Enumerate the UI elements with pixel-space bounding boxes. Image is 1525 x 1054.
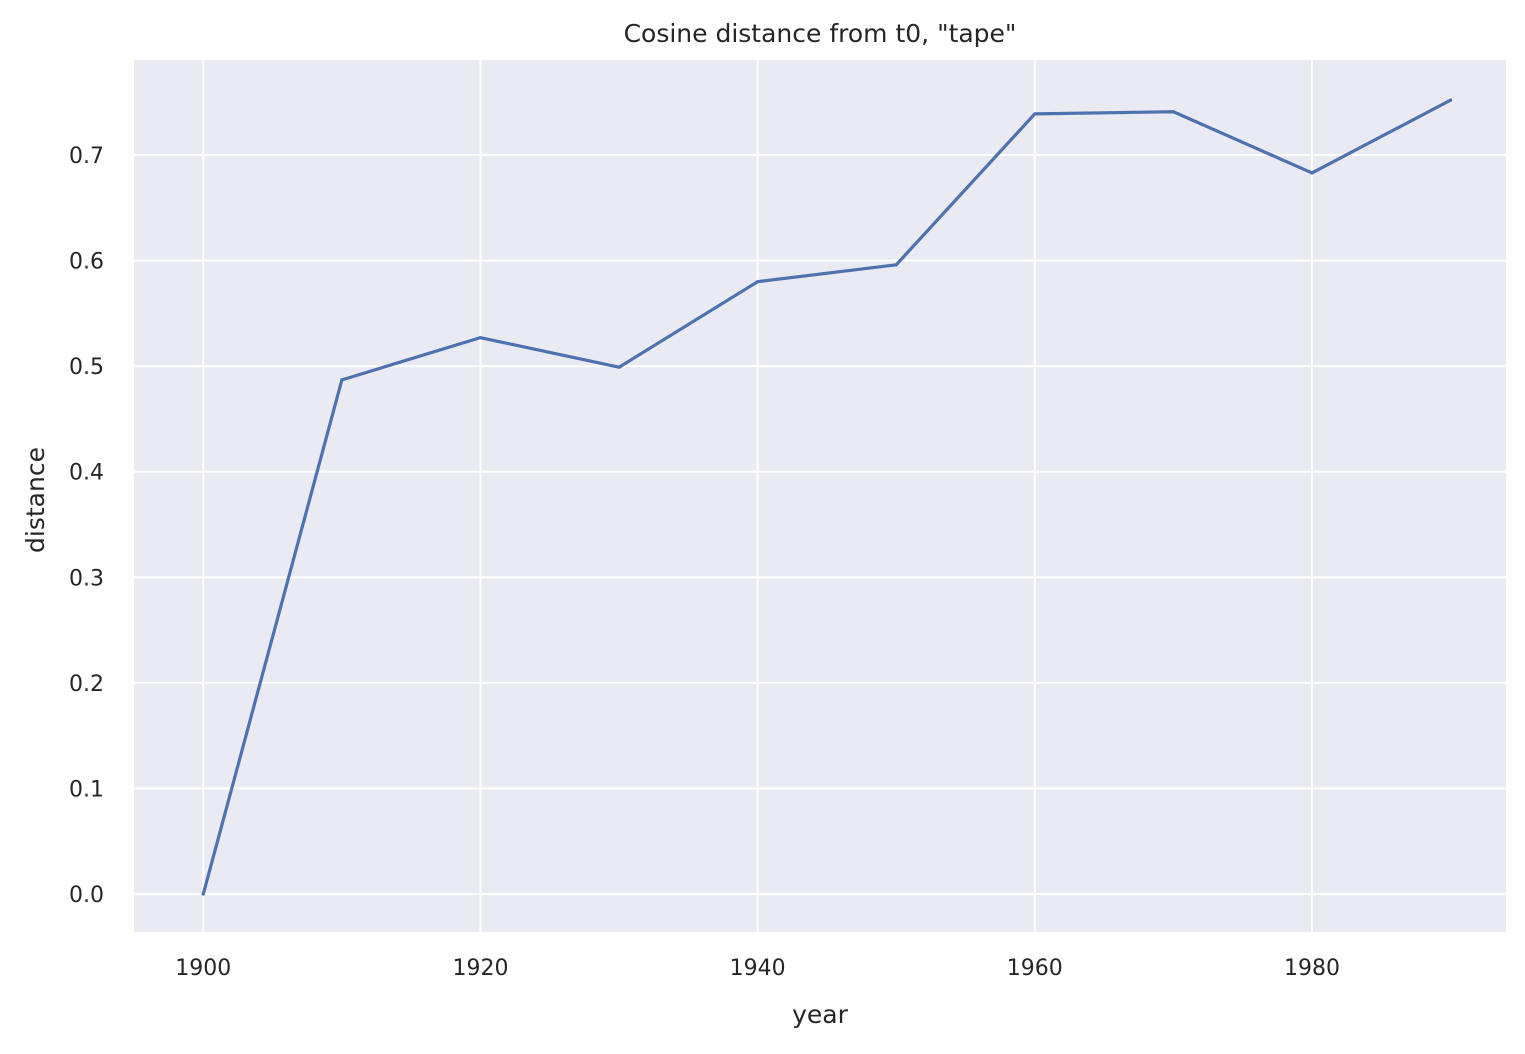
- data-point: [617, 365, 621, 369]
- y-tick-label: 0.6: [69, 250, 104, 275]
- x-tick-label: 1920: [452, 956, 508, 981]
- data-point: [1310, 171, 1314, 175]
- data-point: [478, 336, 483, 340]
- data-point: [1171, 110, 1175, 114]
- y-axis-label: distance: [21, 447, 50, 553]
- series-line: [201, 98, 1453, 896]
- x-axis-label: year: [792, 1000, 848, 1029]
- y-tick-label: 0.1: [69, 777, 104, 802]
- x-tick-label: 1980: [1284, 956, 1340, 981]
- x-tick-label: 1940: [730, 956, 786, 981]
- y-tick-label: 0.5: [69, 355, 104, 380]
- data-point: [340, 378, 344, 382]
- plot-area: [134, 60, 1506, 932]
- y-tick-label: 0.7: [69, 144, 104, 169]
- x-tick-label: 1900: [175, 956, 231, 981]
- y-tick-label: 0.2: [69, 672, 104, 697]
- data-point: [756, 280, 760, 284]
- y-tick-label: 0.3: [69, 566, 104, 591]
- x-tick-labels: 1900 1920 1940 1960 1980: [175, 956, 1340, 981]
- data-point: [1033, 112, 1037, 116]
- y-tick-labels: 0.0 0.1 0.2 0.3 0.4 0.5 0.6 0.7: [69, 144, 104, 908]
- data-point: [1448, 98, 1453, 102]
- data-point: [201, 892, 205, 896]
- x-tick-label: 1960: [1007, 956, 1063, 981]
- y-gridlines: [134, 154, 1506, 895]
- y-tick-label: 0.0: [69, 883, 104, 908]
- x-gridlines: [202, 60, 1313, 932]
- y-tick-label: 0.4: [69, 461, 104, 486]
- series-layer: [201, 98, 1453, 896]
- data-point: [894, 263, 898, 267]
- chart-title: Cosine distance from t0, "tape": [624, 19, 1017, 48]
